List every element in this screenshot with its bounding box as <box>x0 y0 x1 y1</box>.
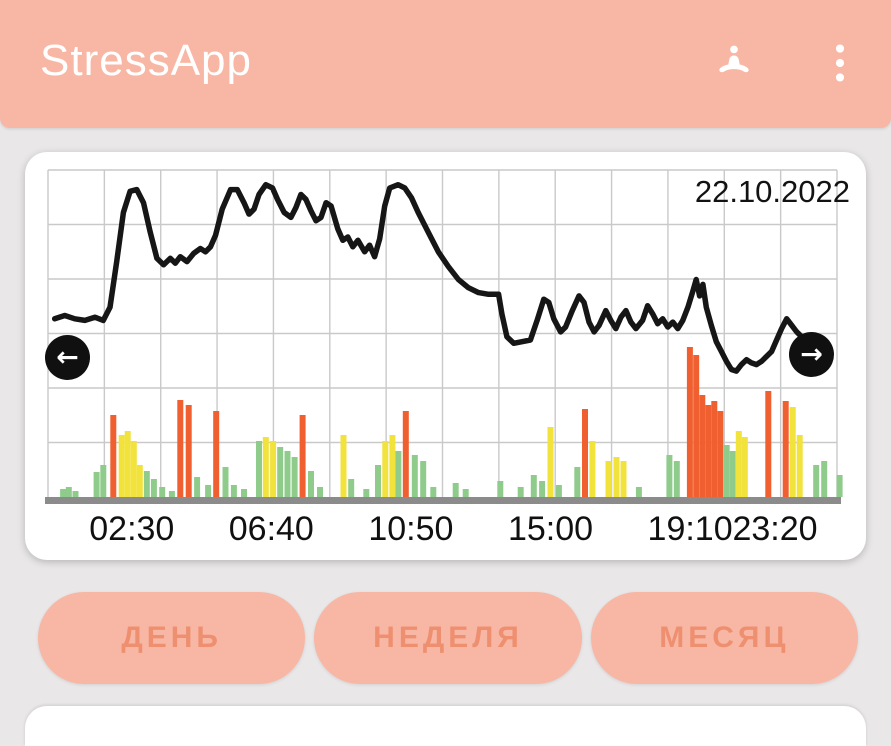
stress-chart-card: 02:30 06:40 10:50 15:00 19:10 23:20 22.10.202… <box>25 152 866 560</box>
next-card-partial <box>25 706 866 746</box>
x-axis-label: 15:00 <box>508 510 593 548</box>
x-axis-label: 02:30 <box>89 510 174 548</box>
page-title: StressApp <box>40 36 252 85</box>
app-header: StressApp <box>0 0 891 128</box>
period-selector: ДЕНЬ НЕДЕЛЯ МЕСЯЦ <box>38 592 858 684</box>
chart-date-label: 22.10.2022 <box>694 174 850 209</box>
x-axis-label: 23:20 <box>732 510 817 548</box>
overflow-menu-button[interactable] <box>816 40 864 88</box>
arrow-right-icon: → <box>800 339 823 370</box>
arrow-left-icon: ← <box>56 342 79 373</box>
meditation-icon <box>712 41 756 88</box>
menu-dots-icon <box>833 42 847 87</box>
stress-bars <box>60 347 843 497</box>
meditation-button[interactable] <box>710 40 758 88</box>
x-axis-label: 19:10 <box>648 510 733 548</box>
stress-line <box>51 181 825 374</box>
period-button-day[interactable]: ДЕНЬ <box>38 592 306 684</box>
prev-period-button[interactable]: ← <box>45 335 90 380</box>
period-button-month[interactable]: МЕСЯЦ <box>590 592 858 684</box>
x-axis-label: 06:40 <box>229 510 314 548</box>
stress-chart: 02:30 06:40 10:50 15:00 19:10 23:20 <box>45 169 843 548</box>
period-button-week[interactable]: НЕДЕЛЯ <box>314 592 582 684</box>
next-period-button[interactable]: → <box>789 332 834 377</box>
x-axis-label: 10:50 <box>368 510 453 548</box>
